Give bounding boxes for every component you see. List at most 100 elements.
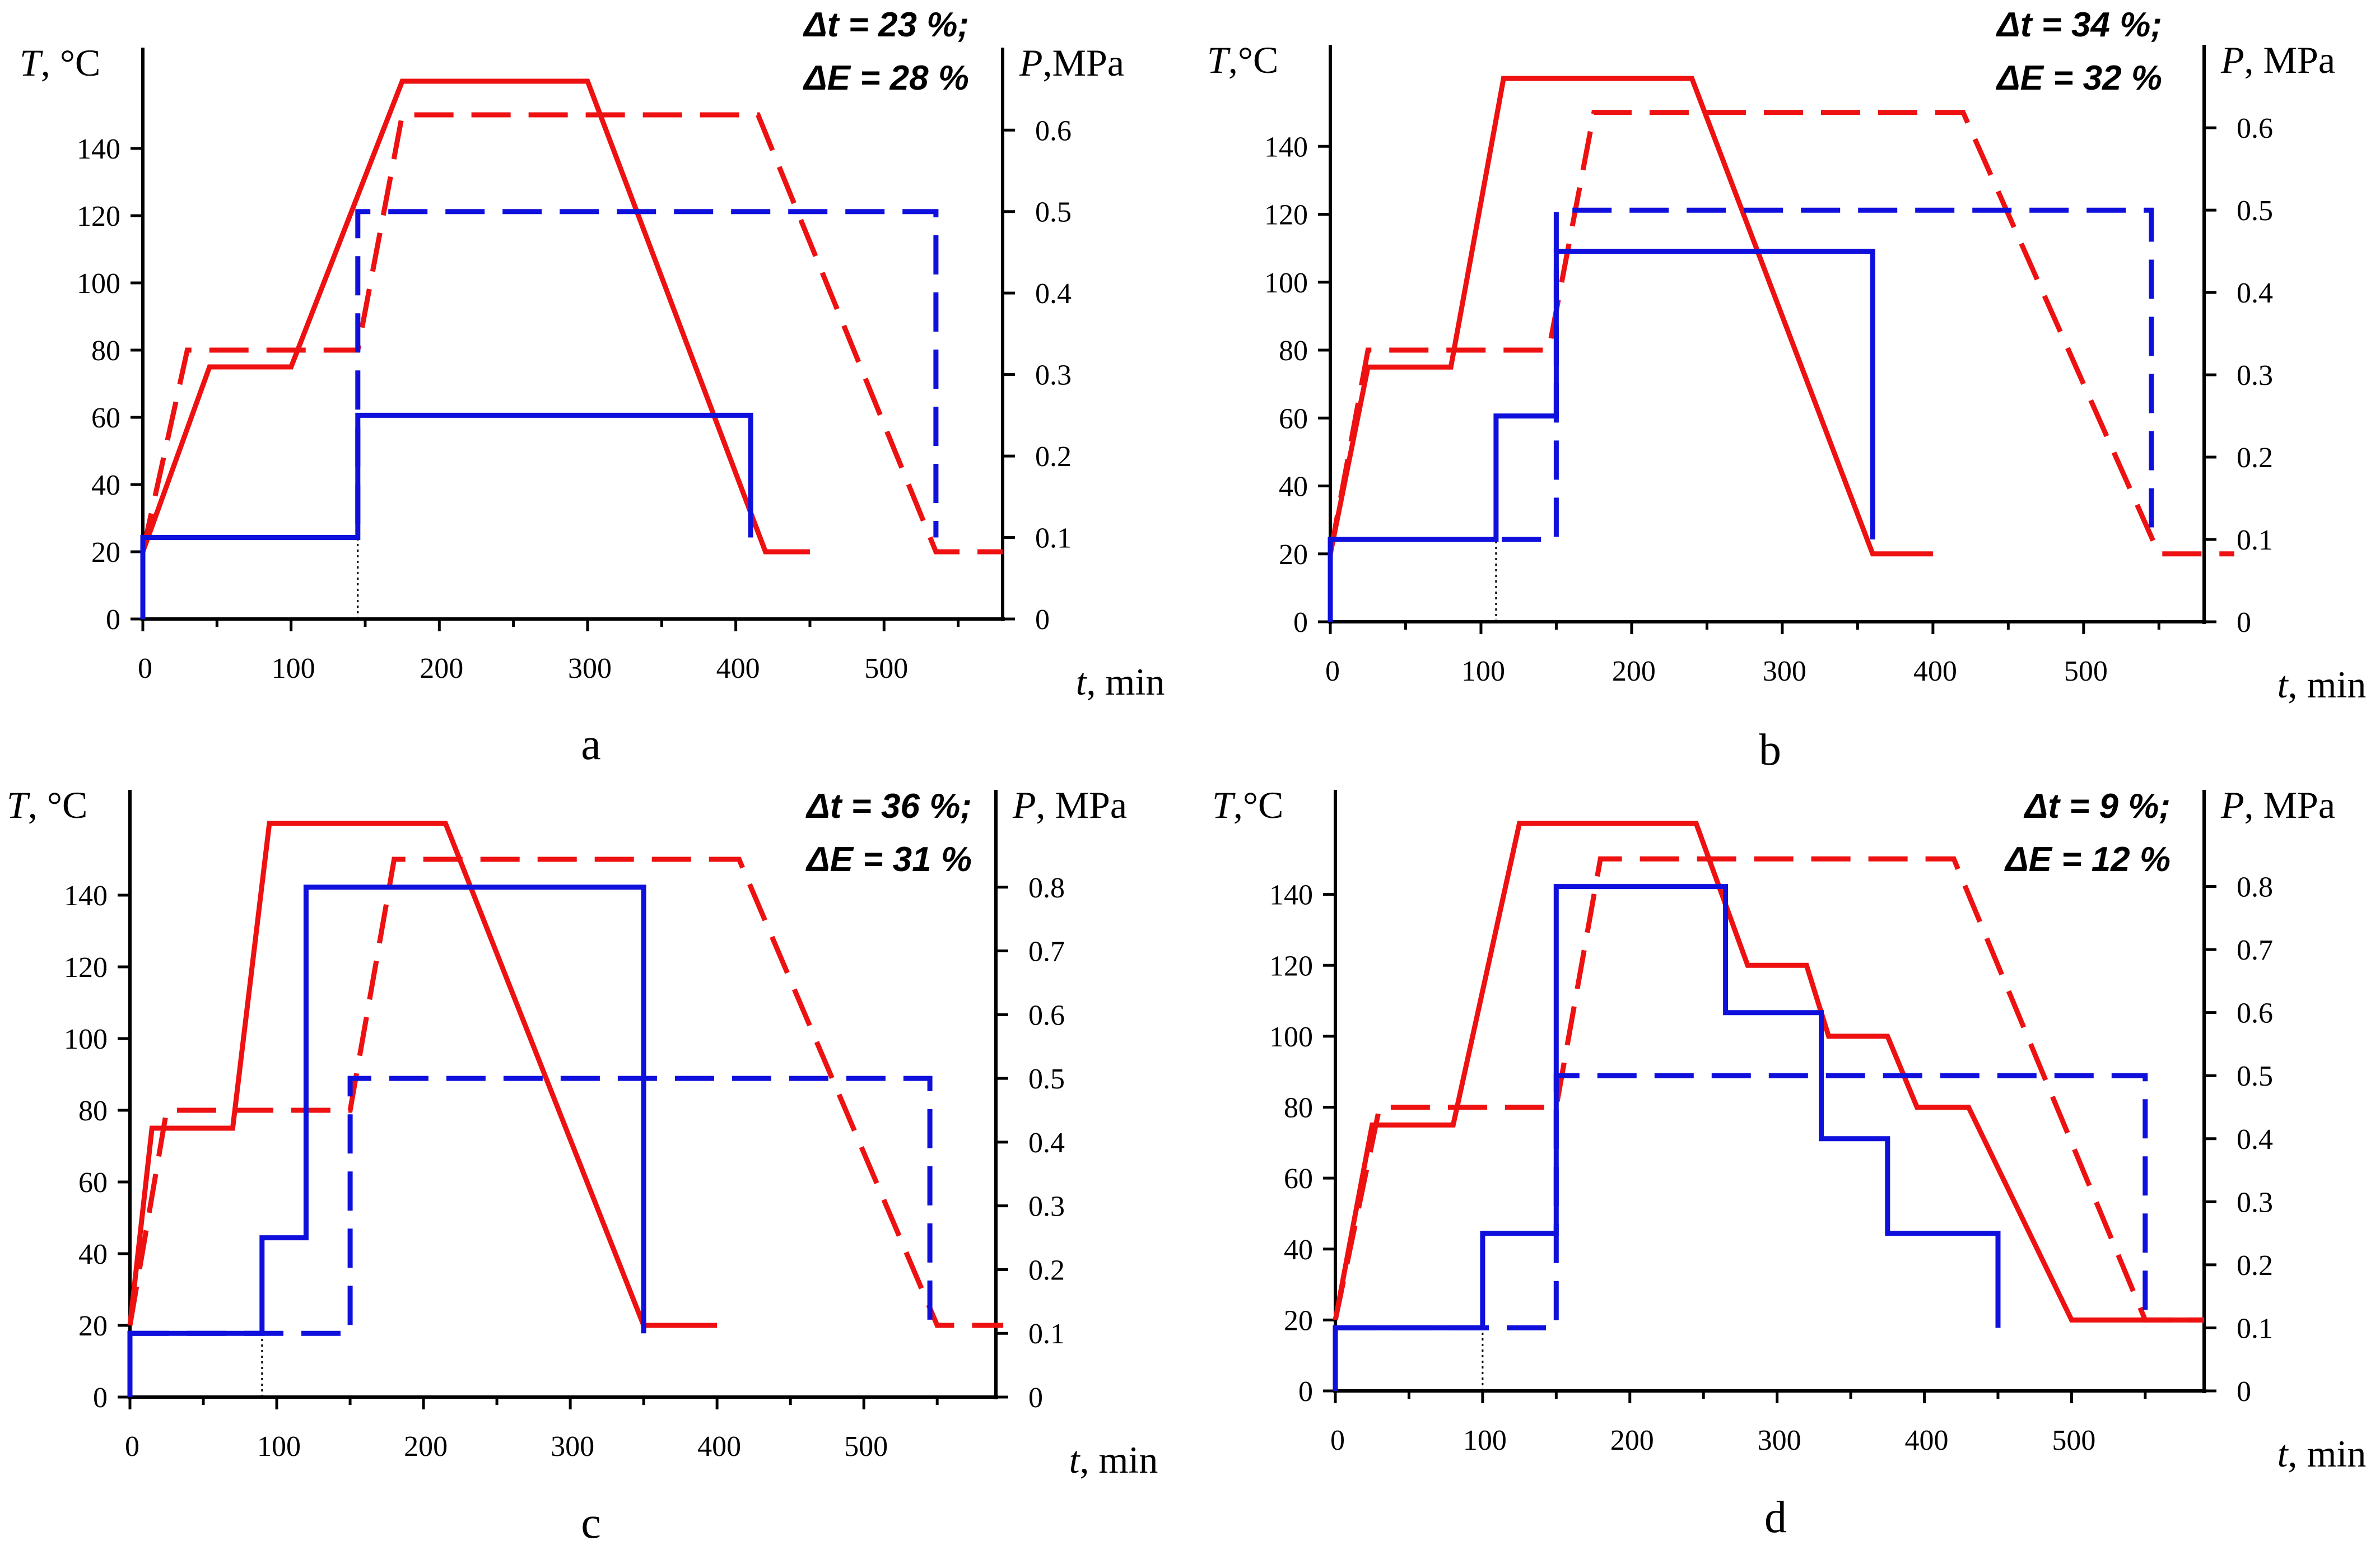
x-axis-symbol: t bbox=[1076, 660, 1088, 703]
left-y-tick-label: 40 bbox=[1284, 1234, 1313, 1266]
right-axis-symbol: P bbox=[2220, 784, 2244, 826]
right-axis-title: P, MPa bbox=[2220, 39, 2335, 81]
right-y-tick-label: 0.5 bbox=[2237, 1060, 2273, 1092]
right-y-tick-label: 0.4 bbox=[2237, 277, 2273, 309]
right-y-tick-label: 0.6 bbox=[2237, 998, 2273, 1030]
x-tick-label: 500 bbox=[2064, 655, 2108, 687]
left-axis-unit: , °C bbox=[28, 784, 88, 826]
left-y-tick-label: 0 bbox=[106, 604, 120, 636]
t-solid-line bbox=[140, 78, 810, 555]
left-y-tick-label: 120 bbox=[1264, 199, 1308, 231]
delta-t-annotation: Δt = 34 %; bbox=[1996, 6, 2162, 44]
p-solid-line bbox=[1328, 249, 1875, 622]
panel-letter: d bbox=[1764, 1493, 1787, 1542]
right-y-tick-label: 0.2 bbox=[1028, 1254, 1065, 1286]
right-axis-unit: , MPa bbox=[1036, 784, 1127, 826]
x-axis-symbol: t bbox=[1069, 1439, 1081, 1481]
right-axis-symbol: P bbox=[2220, 39, 2244, 81]
left-axis-symbol: T bbox=[7, 784, 30, 826]
right-y-tick-label: 0.6 bbox=[1028, 999, 1065, 1031]
left-y-tick-label: 20 bbox=[1284, 1305, 1313, 1337]
left-axis-title: T, °C bbox=[20, 41, 100, 84]
right-y-tick-label: 0.1 bbox=[1028, 1318, 1065, 1350]
x-tick-label: 0 bbox=[1330, 1425, 1345, 1456]
delta-t-annotation: Δt = 36 %; bbox=[805, 787, 972, 826]
right-y-tick-label: 0.1 bbox=[2237, 1312, 2273, 1344]
panel-letter: a bbox=[581, 720, 601, 769]
x-axis-unit: , min bbox=[1087, 660, 1165, 703]
right-y-tick-label: 0.4 bbox=[2237, 1124, 2273, 1156]
right-axis-title: P, MPa bbox=[1012, 784, 1127, 826]
left-y-tick-label: 40 bbox=[1279, 471, 1308, 503]
right-y-tick-label: 0.7 bbox=[2237, 934, 2273, 966]
p-dashed-line bbox=[1330, 207, 2154, 542]
x-tick-label: 500 bbox=[2052, 1425, 2095, 1456]
x-axis-symbol: t bbox=[2277, 663, 2289, 706]
left-y-tick-label: 40 bbox=[78, 1239, 108, 1270]
p-dashed-line bbox=[130, 1076, 933, 1336]
x-tick-label: 400 bbox=[716, 653, 760, 685]
right-y-tick-label: 0.4 bbox=[1035, 278, 1072, 310]
x-tick-label: 200 bbox=[1610, 1425, 1654, 1456]
right-y-tick-label: 0.5 bbox=[1028, 1063, 1065, 1095]
p-dashed-line bbox=[1335, 1073, 2148, 1330]
right-axis-unit: , MPa bbox=[2244, 784, 2335, 826]
left-y-tick-label: 20 bbox=[78, 1310, 108, 1342]
right-y-tick-label: 0.6 bbox=[2237, 113, 2273, 145]
left-y-tick-label: 60 bbox=[91, 402, 120, 434]
x-axis-title: t, min bbox=[1069, 1439, 1158, 1481]
x-tick-label: 400 bbox=[1905, 1425, 1949, 1456]
right-y-tick-label: 0.7 bbox=[1028, 936, 1065, 968]
x-tick-label: 0 bbox=[1325, 655, 1340, 687]
t-solid-line bbox=[1333, 821, 2204, 1323]
x-tick-label: 200 bbox=[420, 653, 463, 685]
left-axis-symbol: T bbox=[1207, 39, 1231, 81]
left-y-tick-label: 60 bbox=[78, 1167, 108, 1199]
left-y-tick-label: 80 bbox=[91, 335, 120, 367]
p-solid-line bbox=[140, 412, 753, 619]
t-dashed-line bbox=[127, 857, 1004, 1328]
left-axis-symbol: T bbox=[20, 41, 43, 84]
x-axis-title: t, min bbox=[2277, 663, 2367, 706]
delta-t-annotation: Δt = 23 %; bbox=[803, 6, 969, 44]
left-y-tick-label: 140 bbox=[77, 133, 120, 165]
right-y-tick-label: 0.4 bbox=[1028, 1127, 1065, 1159]
panel-letter: c bbox=[581, 1498, 601, 1548]
right-y-tick-label: 0 bbox=[1035, 604, 1050, 636]
left-y-tick-label: 20 bbox=[1279, 539, 1308, 571]
right-axis-symbol: P bbox=[1019, 41, 1043, 84]
chart-panel-b: 0 100 200 300 400 500 0 20 40 60 80 100 120 140 0 0.1 0.… bbox=[1207, 6, 2366, 775]
x-tick-label: 100 bbox=[1461, 655, 1505, 687]
left-y-tick-label: 100 bbox=[64, 1023, 108, 1055]
x-tick-label: 400 bbox=[1913, 655, 1957, 687]
right-y-tick-label: 0.3 bbox=[2237, 360, 2273, 392]
right-y-tick-label: 0.5 bbox=[1035, 197, 1072, 229]
left-y-tick-label: 0 bbox=[1293, 607, 1308, 639]
right-axis-title: P,MPa bbox=[1019, 41, 1124, 84]
left-axis-title: T,°C bbox=[1207, 39, 1278, 81]
left-y-tick-label: 0 bbox=[93, 1382, 108, 1414]
right-axis-title: P, MPa bbox=[2220, 784, 2335, 826]
p-solid-line bbox=[127, 885, 646, 1397]
left-axis-unit: ,°C bbox=[1233, 784, 1284, 826]
x-tick-label: 0 bbox=[125, 1431, 139, 1463]
x-axis-unit: , min bbox=[1080, 1439, 1158, 1481]
p-dashed-line bbox=[143, 209, 939, 540]
t-solid-line bbox=[127, 821, 718, 1328]
x-tick-label: 300 bbox=[1763, 655, 1806, 687]
left-y-tick-label: 40 bbox=[91, 469, 120, 501]
right-y-tick-label: 0.2 bbox=[2237, 1250, 2273, 1282]
right-y-tick-label: 0.3 bbox=[1028, 1191, 1065, 1223]
x-tick-label: 500 bbox=[864, 653, 908, 685]
delta-e-annotation: ΔE = 32 % bbox=[1996, 59, 2162, 97]
x-tick-label: 100 bbox=[272, 653, 315, 685]
x-tick-label: 100 bbox=[257, 1431, 301, 1463]
right-y-tick-label: 0 bbox=[1028, 1382, 1043, 1414]
right-y-tick-label: 0.6 bbox=[1035, 115, 1072, 147]
left-axis-unit: ,°C bbox=[1228, 39, 1279, 81]
left-y-tick-label: 60 bbox=[1279, 403, 1308, 435]
left-y-tick-label: 80 bbox=[78, 1095, 108, 1127]
x-tick-label: 200 bbox=[1612, 655, 1656, 687]
left-y-tick-label: 100 bbox=[1269, 1021, 1313, 1053]
